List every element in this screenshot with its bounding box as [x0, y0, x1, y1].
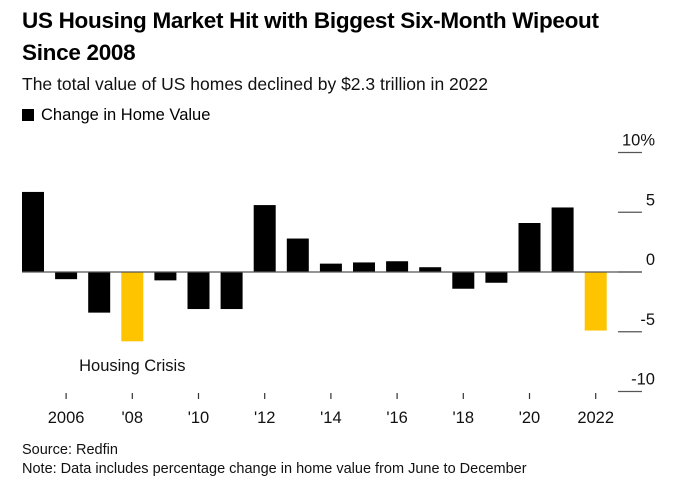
y-tick-label: -10: [631, 371, 655, 389]
bar-2011: [220, 272, 243, 310]
x-tick-label: 2006: [48, 409, 85, 427]
bar-2013: [286, 238, 309, 272]
bar-2016: [386, 261, 409, 272]
note-text: Note: Data includes percentage change in…: [22, 461, 527, 477]
x-tick-label: '16: [386, 409, 408, 427]
x-tick-label: 2022: [577, 409, 614, 427]
y-tick-label: 0: [646, 251, 655, 269]
bar-2022: [584, 272, 607, 331]
x-tick-label: '08: [122, 409, 144, 427]
y-tick-label: 5: [646, 191, 655, 209]
source-text: Source: Redfin: [22, 442, 118, 458]
x-tick-label: '20: [519, 409, 541, 427]
chart-subtitle: The total value of US homes declined by …: [22, 74, 488, 94]
chart-title: US Housing Market Hit with Biggest Six-M…: [22, 8, 599, 65]
y-tick-label: -5: [640, 311, 655, 329]
bar-2006: [55, 272, 78, 280]
bar-2021: [551, 207, 574, 272]
legend-swatch: [22, 109, 34, 121]
x-tick-label: '12: [254, 409, 276, 427]
bar-2019: [485, 272, 508, 283]
source-note: Source: Redfin Note: Data includes perce…: [22, 441, 527, 479]
bar-2012: [253, 205, 276, 272]
bar-2008: [121, 272, 144, 342]
x-tick-label: '14: [320, 409, 342, 427]
bar-2014: [319, 263, 342, 272]
bar-2020: [518, 223, 541, 272]
legend: Change in Home Value: [22, 104, 210, 126]
x-tick-label: '18: [453, 409, 475, 427]
y-tick-label: 10%: [622, 132, 655, 150]
legend-label: Change in Home Value: [41, 106, 211, 124]
bar-2018: [452, 272, 475, 289]
annotation-housing-crisis: Housing Crisis: [79, 357, 185, 375]
bar-2010: [187, 272, 210, 310]
bar-2015: [353, 262, 375, 272]
bar-2017: [419, 267, 442, 272]
bar-2009: [154, 272, 177, 281]
x-tick-label: '10: [188, 409, 210, 427]
bar-2007: [88, 272, 111, 313]
bar-2005: [22, 191, 44, 272]
